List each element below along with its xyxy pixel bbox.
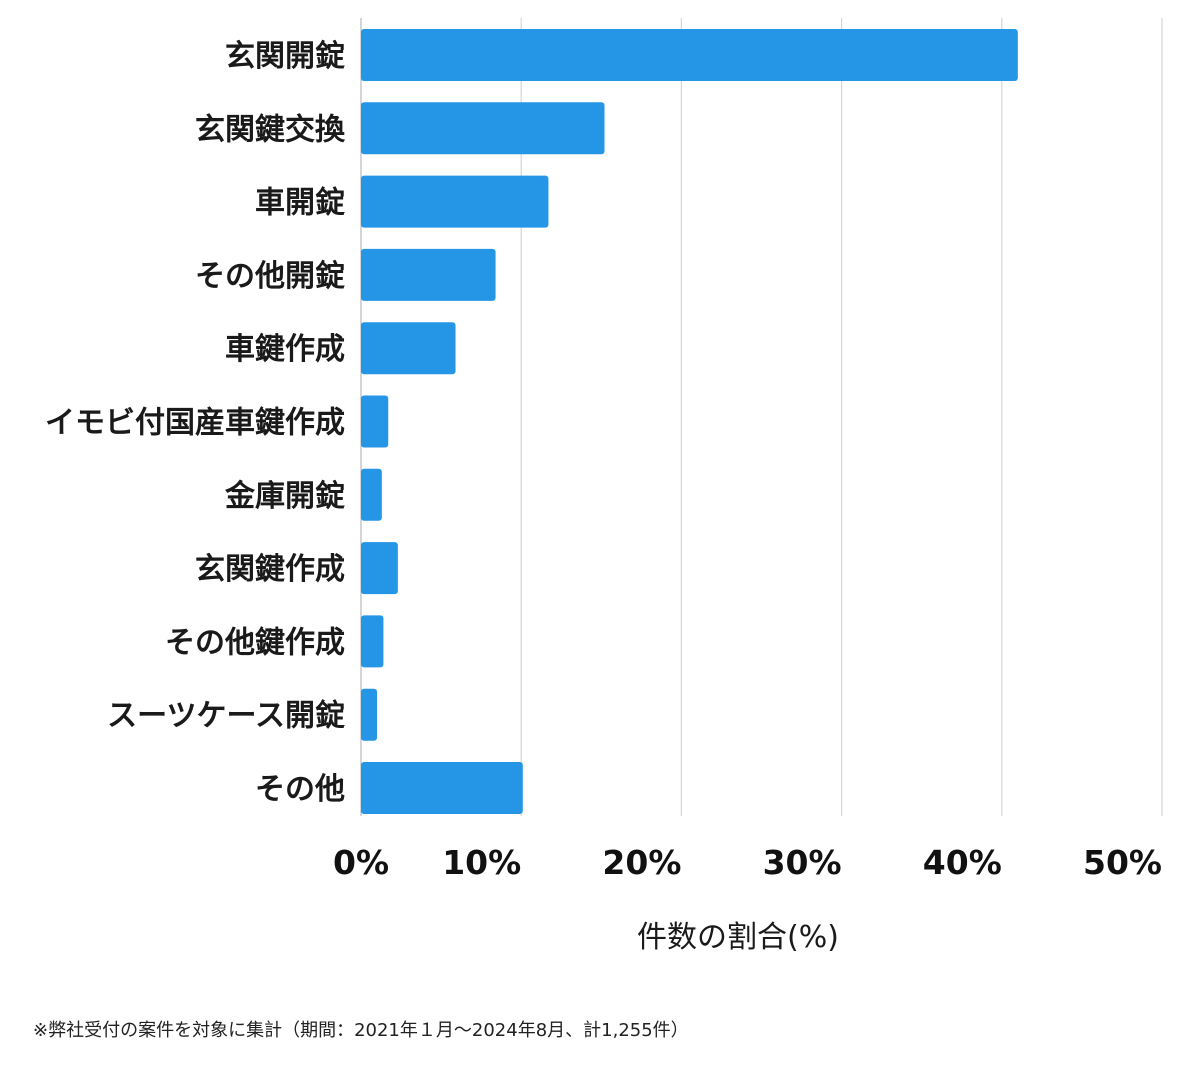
x-tick-label: 0% bbox=[333, 843, 389, 882]
x-tick-label: 50% bbox=[1083, 843, 1162, 882]
x-tick-labels: 0% 10% 20% 30% 40% 50% bbox=[333, 843, 1162, 882]
bar-8 bbox=[361, 542, 398, 595]
bar-9 bbox=[361, 615, 384, 668]
x-tick-label: 40% bbox=[923, 843, 1002, 882]
category-label: 玄関鍵作成 bbox=[195, 552, 345, 587]
category-label: その他 bbox=[255, 772, 345, 807]
category-label: 車開錠 bbox=[255, 186, 345, 221]
category-label: 金庫開錠 bbox=[224, 479, 345, 514]
bar-2 bbox=[361, 102, 605, 155]
x-axis-title: 件数の割合(%) bbox=[637, 920, 839, 955]
category-label: その他開錠 bbox=[195, 259, 345, 294]
x-tick-label: 10% bbox=[442, 843, 521, 882]
bar-5 bbox=[361, 322, 456, 375]
category-label: 玄関鍵交換 bbox=[195, 112, 346, 147]
bar-7 bbox=[361, 468, 382, 521]
bar-6 bbox=[361, 395, 389, 448]
bar-11 bbox=[361, 762, 523, 814]
category-label: イモビ付国産車鍵作成 bbox=[45, 406, 345, 441]
x-tick-label: 30% bbox=[763, 843, 842, 882]
bars bbox=[361, 29, 1018, 814]
bar-3 bbox=[361, 175, 549, 228]
bar-4 bbox=[361, 248, 496, 301]
bar-chart: 玄関開錠玄関鍵交換車開錠その他開錠車鍵作成イモビ付国産車鍵作成金庫開錠玄関鍵作成… bbox=[45, 18, 1163, 955]
bar-10 bbox=[361, 688, 378, 741]
bar-1 bbox=[361, 29, 1018, 81]
category-label: 玄関開錠 bbox=[225, 39, 345, 74]
category-label: その他鍵作成 bbox=[165, 625, 345, 660]
category-label: 車鍵作成 bbox=[225, 332, 345, 367]
category-labels: 玄関開錠玄関鍵交換車開錠その他開錠車鍵作成イモビ付国産車鍵作成金庫開錠玄関鍵作成… bbox=[45, 39, 346, 807]
footnote: ※弊社受付の案件を対象に集計（期間：2021年１月～2024年8月、計1,255… bbox=[33, 1020, 689, 1041]
category-label: スーツケース開錠 bbox=[107, 699, 345, 734]
x-tick-label: 20% bbox=[602, 843, 681, 882]
